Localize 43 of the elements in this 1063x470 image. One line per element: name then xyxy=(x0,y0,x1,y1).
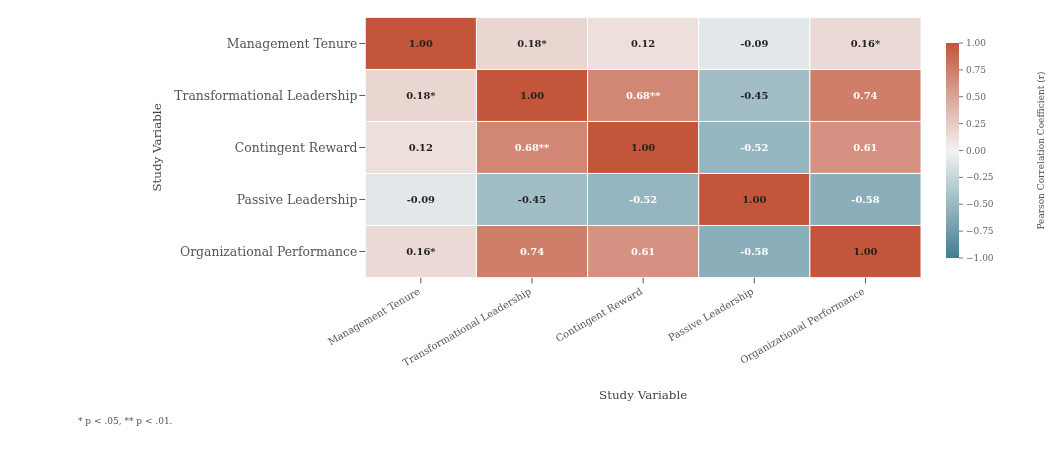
data-label: 1.00 xyxy=(742,193,767,205)
data-label: 1.00 xyxy=(408,37,434,49)
data-label: 0.18* xyxy=(517,37,547,49)
y-tick-label: Contingent Reward xyxy=(234,139,358,155)
y-tick-label: Transformational Leadership xyxy=(174,87,358,103)
color-bar-label: 0.25 xyxy=(965,118,987,129)
y-tick-label: Passive Leadership xyxy=(236,191,358,207)
y-axis-title: Study Variable xyxy=(150,103,165,192)
color-bar-label: 0.00 xyxy=(965,145,987,156)
color-bar-label: 0.75 xyxy=(965,64,987,75)
data-label: -0.09 xyxy=(740,37,769,49)
y-tick-label: Organizational Performance xyxy=(180,243,358,259)
data-label: 0.61 xyxy=(853,141,878,153)
color-bar-label: −0.50 xyxy=(965,199,994,210)
x-axis-title: Study Variable xyxy=(598,387,688,402)
data-label: 0.12 xyxy=(408,141,433,153)
color-bar-title: Pearson Correlation Coefficient (r) xyxy=(1035,71,1046,230)
data-label: 0.16* xyxy=(850,37,881,49)
data-label: -0.58 xyxy=(851,193,880,205)
data-label: -0.45 xyxy=(517,193,547,205)
color-bar-label: −1.00 xyxy=(965,253,994,263)
color-bar-label: −0.75 xyxy=(965,226,994,237)
data-label: 0.74 xyxy=(519,245,545,257)
data-label: -0.45 xyxy=(740,89,769,101)
data-label: 0.12 xyxy=(631,37,656,49)
y-tick-label: Management Tenure xyxy=(226,35,358,51)
data-label: 0.68** xyxy=(514,141,550,153)
data-label: -0.52 xyxy=(740,141,769,153)
data-label: 1.00 xyxy=(519,89,545,101)
data-label: -0.52 xyxy=(629,193,658,205)
text: * p < .05, ** p < .01. xyxy=(78,416,174,426)
data-label: 0.16* xyxy=(406,245,436,257)
color-bar-label: 1.00 xyxy=(965,38,987,48)
data-label: 0.74 xyxy=(853,89,878,101)
data-label: -0.58 xyxy=(740,245,769,257)
data-label: -0.09 xyxy=(406,193,436,205)
data-label: 0.61 xyxy=(631,245,656,257)
color-bar-label: −0.25 xyxy=(965,172,994,183)
data-label: 0.68** xyxy=(625,89,661,101)
data-label: 1.00 xyxy=(631,141,656,153)
color-bar-label: 0.50 xyxy=(965,91,987,102)
data-label: 0.18* xyxy=(406,89,436,101)
data-label: 1.00 xyxy=(853,245,878,257)
